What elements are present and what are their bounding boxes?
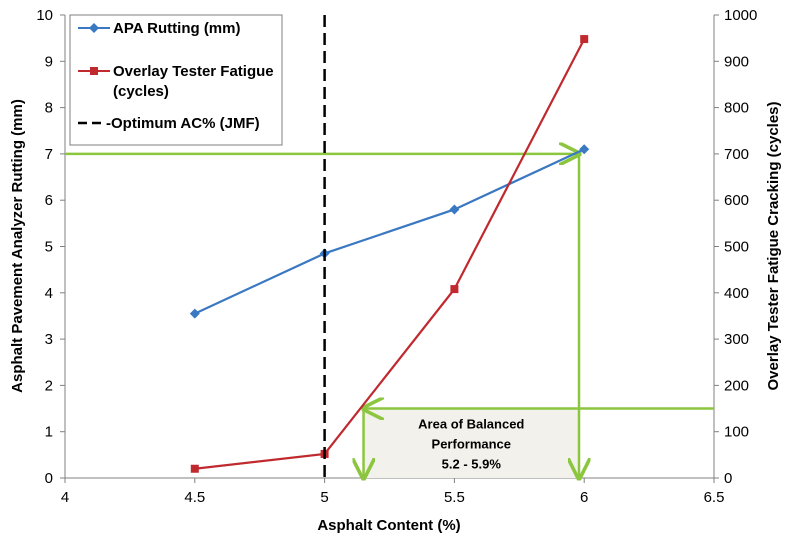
y-right-tick-label: 300 xyxy=(724,331,749,348)
y-right-tick-label: 1000 xyxy=(724,7,757,24)
y-left-tick-label: 0 xyxy=(45,470,53,487)
balanced-performance-annotation: Area of Balanced Performance 5.2 - 5.9% xyxy=(65,154,714,478)
apa-rutting-point xyxy=(449,204,460,215)
overlay-fatigue-line xyxy=(194,38,586,470)
y-left-tick-label: 9 xyxy=(45,53,53,70)
y-left-tick-label: 1 xyxy=(45,424,53,441)
annotation-text-line: Performance xyxy=(432,437,511,452)
y-left-tick-label: 8 xyxy=(45,100,53,117)
y-right-axis-title: Overlay Tester Fatigue Cracking (cycles) xyxy=(765,101,782,390)
balanced-area-box xyxy=(363,408,580,478)
x-tick-labels: 4 4.5 5 5.5 6 6.5 xyxy=(61,478,725,506)
overlay-fatigue-point xyxy=(190,464,199,473)
y-right-tick-label: 700 xyxy=(724,146,749,163)
legend-label-overlay-line1: Overlay Tester Fatigue xyxy=(113,63,274,80)
y-left-axis-title: Asphalt Pavement Analyzer Rutting (mm) xyxy=(9,99,26,393)
y-right-tick-label: 400 xyxy=(724,285,749,302)
legend-marker-apa xyxy=(89,23,99,33)
y-left-tick-labels: 0 1 2 3 4 5 6 7 8 9 10 xyxy=(36,7,65,487)
y-right-tick-label: 200 xyxy=(724,377,749,394)
x-tick-label: 4.5 xyxy=(184,489,205,506)
legend-label-apa: APA Rutting (mm) xyxy=(113,20,240,37)
apa-rutting-line xyxy=(194,148,585,315)
y-left-tick-label: 10 xyxy=(36,7,53,24)
annotation-text-line: Area of Balanced xyxy=(418,417,524,432)
y-left-tick-label: 7 xyxy=(45,146,53,163)
y-right-tick-label: 100 xyxy=(724,424,749,441)
apa-rutting-point xyxy=(579,144,590,155)
y-right-tick-label: 0 xyxy=(724,470,732,487)
legend: APA Rutting (mm) Overlay Tester Fatigue … xyxy=(69,14,283,146)
x-tick-label: 5.5 xyxy=(444,489,465,506)
y-left-tick-label: 2 xyxy=(45,377,53,394)
annotation-text-line: 5.2 - 5.9% xyxy=(442,457,502,472)
x-tick-label: 5 xyxy=(320,489,328,506)
legend-marker-overlay xyxy=(90,67,98,75)
y-left-tick-label: 3 xyxy=(45,331,53,348)
legend-label-optimum: -Optimum AC% (JMF) xyxy=(106,115,260,132)
y-right-tick-label: 900 xyxy=(724,53,749,70)
x-axis-title: Asphalt Content (%) xyxy=(317,517,460,534)
y-left-tick-label: 5 xyxy=(45,239,53,256)
x-tick-label: 6.5 xyxy=(704,489,725,506)
y-right-tick-label: 600 xyxy=(724,192,749,209)
series-layer xyxy=(189,15,590,478)
y-right-tick-labels: 0 100 200 300 400 500 600 700 800 900 1000 xyxy=(714,7,757,487)
overlay-fatigue-point xyxy=(580,35,589,44)
y-left-tick-label: 6 xyxy=(45,192,53,209)
legend-box xyxy=(69,14,283,146)
apa-rutting-point xyxy=(189,308,200,319)
x-tick-label: 6 xyxy=(580,489,588,506)
legend-label-overlay-line2: (cycles) xyxy=(113,83,169,100)
overlay-fatigue-point xyxy=(450,285,459,294)
y-left-tick-label: 4 xyxy=(45,285,53,302)
y-right-tick-label: 500 xyxy=(724,239,749,256)
y-right-tick-label: 800 xyxy=(724,100,749,117)
x-tick-label: 4 xyxy=(61,489,69,506)
